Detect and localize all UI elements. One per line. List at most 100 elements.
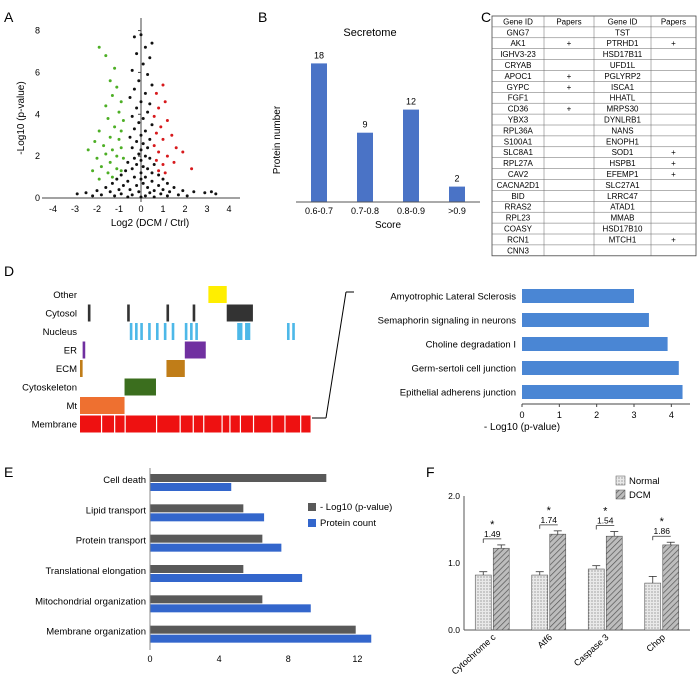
- volcano-point-ns: [75, 192, 79, 196]
- volcano-xtick-label: -4: [49, 204, 57, 214]
- volcano-point-ns: [143, 194, 147, 198]
- ratio-fold-change: 1.49: [484, 529, 501, 539]
- volcano-point-down: [110, 148, 114, 152]
- table-cell: +: [567, 105, 572, 114]
- volcano-point-ns: [128, 188, 132, 192]
- volcano-point-up: [157, 150, 161, 154]
- volcano-xtick-label: 1: [160, 204, 165, 214]
- localization-gap: [284, 415, 286, 433]
- table-cell: RPL23: [506, 214, 531, 223]
- ratio-category-label: Atf6: [535, 632, 554, 650]
- volcano-point-ns: [203, 191, 207, 195]
- table-cell: UFD1L: [610, 61, 636, 70]
- go-category-label: Cell death: [103, 475, 146, 486]
- secretome-xlabel: Score: [375, 220, 402, 231]
- volcano-point-ns: [148, 137, 152, 141]
- panel-label-f: F: [426, 464, 435, 480]
- table-cell: DYNLRB1: [604, 116, 641, 125]
- volcano-point-ns: [150, 123, 154, 127]
- localization-label: Nucleus: [43, 327, 78, 338]
- volcano-point-ns: [143, 45, 147, 49]
- volcano-point-ns: [121, 183, 125, 187]
- volcano-point-up: [159, 125, 163, 129]
- volcano-xtick-label: 3: [204, 204, 209, 214]
- volcano-point-ns: [132, 87, 136, 91]
- localization-segment-nucleus: [195, 323, 198, 340]
- volcano-point-ns: [132, 156, 136, 160]
- localization-label: ER: [64, 346, 77, 357]
- volcano-point-ns: [146, 73, 150, 77]
- volcano-point-up: [154, 91, 158, 95]
- localization-gap: [179, 415, 181, 433]
- volcano-xlabel: Log2 (DCM / Ctrl): [111, 218, 189, 229]
- localization-segment-cytosol: [226, 304, 253, 322]
- volcano-point-down: [99, 165, 103, 169]
- volcano-point-ns: [130, 114, 134, 118]
- volcano-point-down: [86, 148, 90, 152]
- volcano-point-ns: [139, 158, 143, 162]
- volcano-point-ns: [152, 189, 156, 193]
- secretome-ylabel: Protein number: [272, 105, 283, 174]
- go-bar-pvalue: [150, 595, 263, 604]
- pathway-xtick-label: 3: [631, 410, 636, 420]
- pathway-xlabel: - Log10 (p-value): [484, 422, 560, 433]
- secretome-category-label: 0.7-0.8: [351, 206, 379, 216]
- table-cell: FGF1: [508, 94, 529, 103]
- volcano-point-up: [170, 133, 174, 137]
- localization-segment-cytoskeleton: [124, 378, 156, 396]
- ratio-bar-normal: [644, 582, 662, 631]
- ratio-bar-normal: [531, 574, 549, 631]
- localization-gap: [192, 415, 194, 433]
- volcano-point-ns: [148, 102, 152, 106]
- volcano-point-up: [161, 163, 165, 167]
- volcano-ytick-label: 0: [35, 193, 40, 203]
- ratio-bar-normal: [587, 568, 605, 631]
- volcano-point-ns: [135, 163, 139, 167]
- panel-label-b: B: [258, 9, 267, 25]
- volcano-point-ns: [84, 191, 88, 195]
- localization-segment-er: [82, 341, 86, 359]
- volcano-xtick-label: 4: [226, 204, 231, 214]
- volcano-point-ns: [139, 33, 143, 37]
- volcano-point-ns: [126, 179, 130, 183]
- localization-segment-cytosol: [166, 304, 170, 322]
- volcano-point-ns: [113, 194, 117, 198]
- pathway-label: Germ-sertoli cell junction: [411, 364, 516, 375]
- volcano-point-ns: [139, 100, 143, 104]
- volcano-point-ns: [139, 148, 143, 152]
- volcano-point-up: [161, 137, 165, 141]
- secretome-bar-label: 12: [406, 97, 416, 107]
- table-cell: COASY: [504, 225, 533, 234]
- volcano-point-ns: [214, 192, 218, 196]
- go-xtick-label: 4: [217, 654, 222, 664]
- localization-gap: [300, 415, 302, 433]
- volcano-point-up: [165, 119, 169, 123]
- volcano-point-ns: [132, 35, 136, 39]
- localization-segment-nucleus: [129, 323, 133, 340]
- secretome-bar-chart: Secretome Protein number Score 18 0.6-0.7…: [272, 27, 480, 231]
- localization-segment-ecm: [80, 360, 83, 377]
- table-cell: GNG7: [507, 28, 530, 37]
- volcano-point-ns: [148, 191, 152, 195]
- secretome-category-label: 0.8-0.9: [397, 206, 425, 216]
- pathway-bar: [522, 385, 683, 399]
- panel-label-d: D: [4, 263, 14, 279]
- ratio-legend-swatch: [615, 489, 626, 500]
- volcano-point-ns: [168, 190, 172, 194]
- volcano-point-down: [115, 167, 119, 171]
- go-category-label: Lipid transport: [86, 505, 147, 516]
- volcano-point-ns: [128, 96, 132, 100]
- table-cell: +: [567, 39, 572, 48]
- volcano-point-down: [110, 93, 114, 97]
- localization-gap: [100, 415, 103, 433]
- localization-label: Mt: [66, 401, 77, 412]
- localization-segment-nucleus: [184, 323, 188, 340]
- volcano-point-ns: [130, 68, 134, 72]
- table-cell: APOC1: [504, 72, 532, 81]
- volcano-point-down: [119, 146, 123, 150]
- ratio-significance: *: [547, 505, 552, 517]
- volcano-point-up: [181, 150, 185, 154]
- table-cell: MRPS30: [606, 105, 639, 114]
- table-cell: HSD17B10: [602, 225, 643, 234]
- table-cell: CAV2: [508, 170, 529, 179]
